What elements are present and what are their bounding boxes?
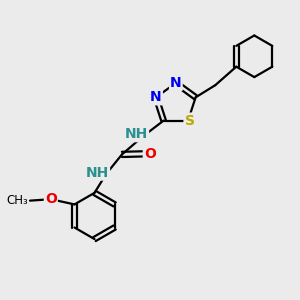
Text: O: O	[144, 147, 156, 161]
Text: N: N	[170, 76, 182, 90]
Text: CH₃: CH₃	[6, 194, 28, 207]
Text: S: S	[184, 114, 194, 128]
Text: NH: NH	[86, 166, 109, 180]
Text: N: N	[150, 90, 162, 104]
Text: NH: NH	[125, 127, 148, 141]
Text: O: O	[45, 192, 57, 206]
